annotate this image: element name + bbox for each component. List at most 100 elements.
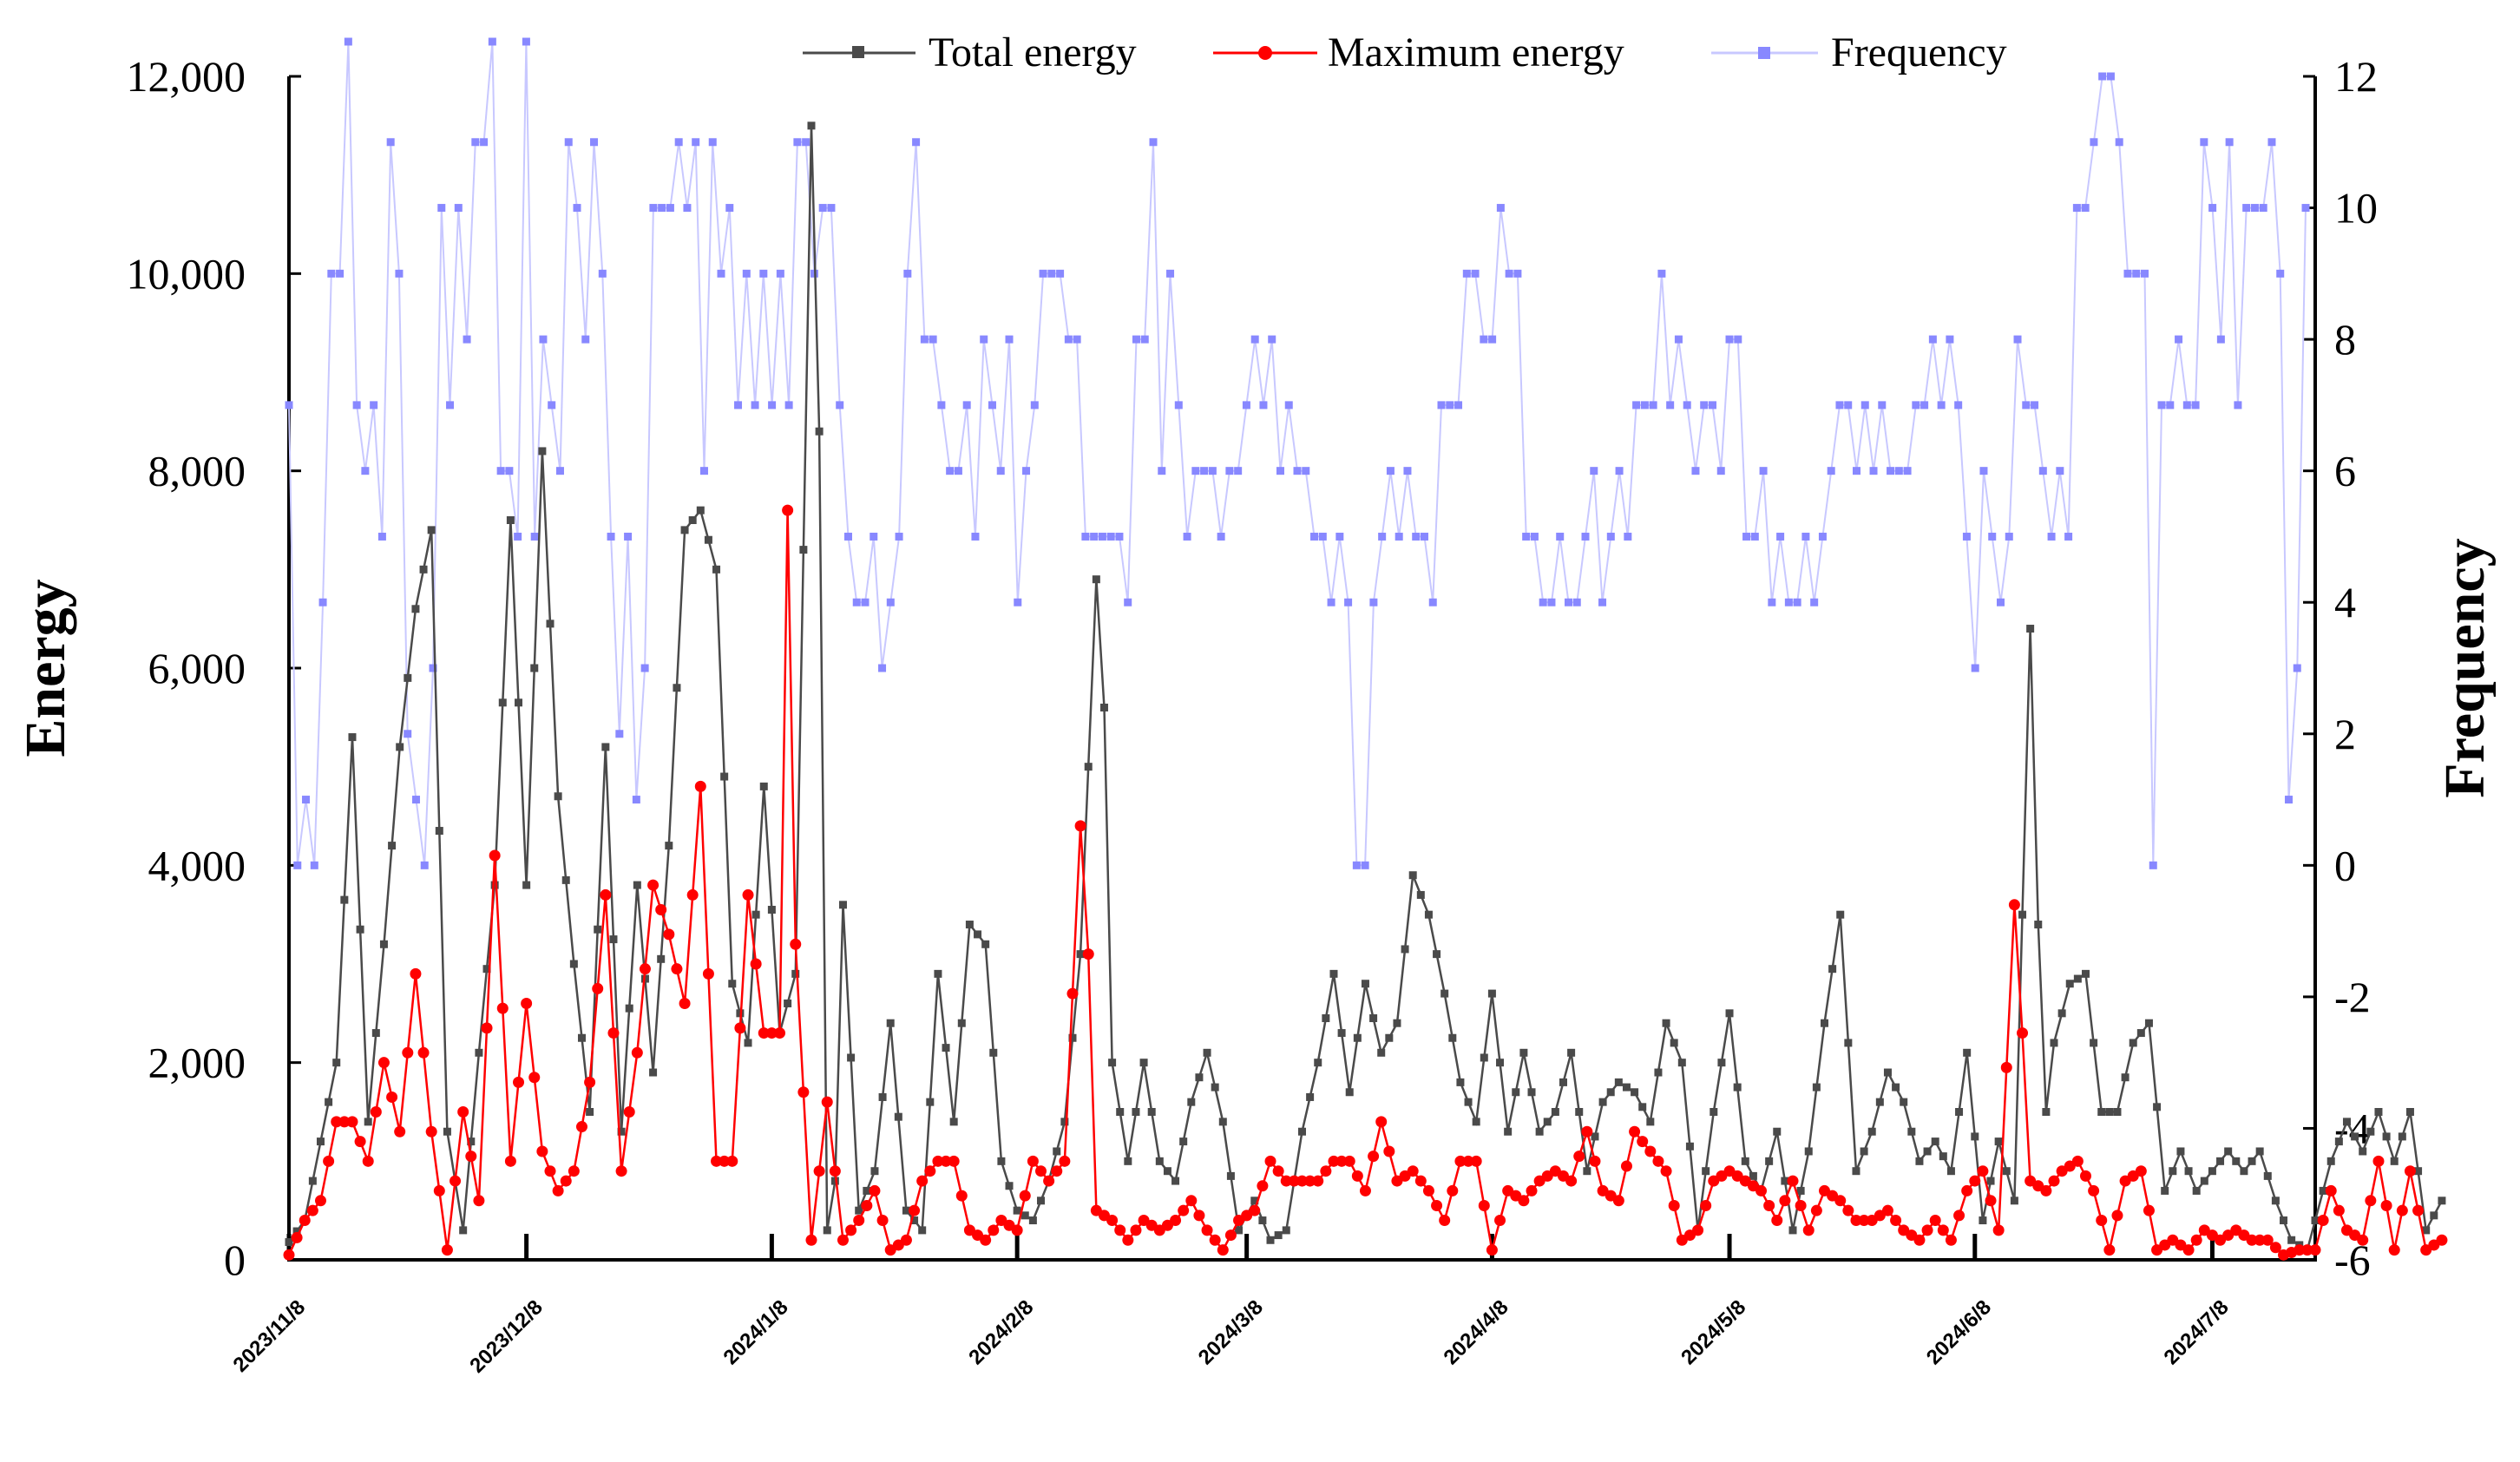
point-total-energy	[1551, 1108, 1559, 1116]
point-total-energy	[1892, 1083, 1900, 1092]
point-frequency	[861, 598, 870, 606]
point-frequency	[2157, 401, 2166, 410]
point-total-energy	[285, 1238, 293, 1247]
point-total-energy	[2200, 1177, 2208, 1185]
point-maximum-energy	[473, 1195, 485, 1207]
point-frequency	[1801, 532, 1810, 541]
point-frequency	[1683, 401, 1691, 410]
point-frequency	[937, 401, 946, 410]
point-total-energy	[1329, 969, 1338, 978]
left-axis-ticks: 0 2,000 4,000 6,000 8,000 10,000 12,000	[127, 52, 301, 1284]
point-maximum-energy	[592, 982, 604, 994]
point-maximum-energy	[821, 1096, 833, 1108]
x-tick-label: 2024/3/8	[1194, 1295, 1268, 1369]
point-maximum-energy	[1462, 1155, 1474, 1167]
point-frequency	[1505, 269, 1513, 278]
point-frequency	[1996, 598, 2005, 606]
point-total-energy	[2192, 1186, 2201, 1195]
point-total-energy	[894, 1112, 902, 1121]
point-frequency	[318, 598, 327, 606]
point-maximum-energy	[639, 963, 651, 975]
point-maximum-energy	[1518, 1195, 1530, 1207]
point-frequency	[1657, 269, 1666, 278]
point-total-energy	[1591, 1132, 1599, 1141]
point-frequency	[454, 204, 463, 213]
point-frequency	[1530, 532, 1539, 541]
right-tick-label: 0	[2334, 841, 2356, 889]
point-frequency	[920, 335, 929, 344]
point-frequency	[471, 138, 480, 147]
point-total-energy	[1519, 1048, 1528, 1057]
point-total-energy	[1005, 1182, 1014, 1190]
point-frequency	[2123, 269, 2132, 278]
point-maximum-energy	[1114, 1224, 1126, 1236]
point-maximum-energy	[1486, 1244, 1498, 1256]
point-total-energy	[1440, 989, 1449, 998]
point-frequency	[699, 467, 708, 475]
point-maximum-energy	[1320, 1165, 1332, 1177]
point-maximum-energy	[1414, 1175, 1427, 1187]
point-frequency	[912, 138, 921, 147]
point-frequency	[2284, 796, 2293, 804]
legend-item-frequency: Frequency	[1711, 30, 2007, 75]
point-frequency	[1920, 401, 1929, 410]
point-total-energy	[1408, 871, 1417, 880]
point-total-energy	[490, 881, 499, 889]
point-total-energy	[886, 1019, 895, 1027]
point-maximum-energy	[299, 1215, 311, 1227]
point-maximum-energy	[1249, 1204, 1261, 1216]
point-total-energy	[475, 1048, 483, 1057]
x-tick-label: 2023/12/8	[465, 1295, 548, 1378]
point-total-energy	[1614, 1078, 1623, 1086]
point-frequency	[1344, 598, 1353, 606]
point-total-energy	[1068, 1033, 1077, 1042]
point-total-energy	[1971, 1132, 1979, 1141]
point-maximum-energy	[552, 1184, 564, 1196]
point-maximum-energy	[948, 1155, 960, 1167]
point-frequency	[2301, 204, 2310, 213]
point-total-energy	[1424, 910, 1433, 919]
point-total-energy	[1883, 1068, 1892, 1077]
point-maximum-energy	[686, 888, 699, 901]
point-frequency	[768, 401, 777, 410]
point-total-energy	[482, 965, 491, 974]
point-maximum-energy	[338, 1116, 351, 1128]
point-total-energy	[601, 743, 610, 751]
point-frequency	[1852, 467, 1860, 475]
point-total-energy	[2366, 1127, 2375, 1136]
point-total-energy	[586, 1108, 594, 1116]
point-maximum-energy	[1035, 1165, 1047, 1177]
point-total-energy	[1638, 1103, 1647, 1111]
point-maximum-energy	[1351, 1170, 1363, 1182]
series-layer	[283, 37, 2448, 1261]
point-total-energy	[2113, 1108, 2122, 1116]
point-maximum-energy	[2388, 1244, 2400, 1256]
point-maximum-energy	[1637, 1136, 1649, 1148]
point-total-energy	[1124, 1157, 1132, 1165]
point-frequency	[480, 138, 489, 147]
point-total-energy	[1583, 1167, 1591, 1176]
point-maximum-energy	[1969, 1175, 1981, 1187]
point-total-energy	[2121, 1073, 2130, 1082]
point-total-energy	[419, 565, 428, 574]
point-total-energy	[2216, 1157, 2225, 1165]
right-tick-label: 10	[2334, 184, 2378, 233]
point-frequency	[1403, 467, 1412, 475]
point-total-energy	[1456, 1078, 1465, 1086]
point-maximum-energy	[2404, 1165, 2416, 1177]
point-maximum-energy	[1581, 1125, 1593, 1137]
point-maximum-energy	[2372, 1155, 2385, 1167]
point-total-energy	[625, 1004, 633, 1013]
point-maximum-energy	[1913, 1234, 1926, 1246]
point-maximum-energy	[909, 1204, 921, 1216]
point-maximum-energy	[2190, 1234, 2202, 1246]
point-total-energy	[2232, 1157, 2241, 1165]
point-maximum-energy	[1977, 1165, 1989, 1177]
point-frequency	[1378, 532, 1387, 541]
point-total-energy	[830, 1177, 839, 1185]
point-maximum-energy	[1074, 820, 1086, 832]
point-frequency	[1183, 532, 1191, 541]
legend-label-frequency: Frequency	[1831, 30, 2007, 75]
point-total-energy	[538, 447, 547, 456]
point-total-energy	[1250, 1196, 1259, 1205]
